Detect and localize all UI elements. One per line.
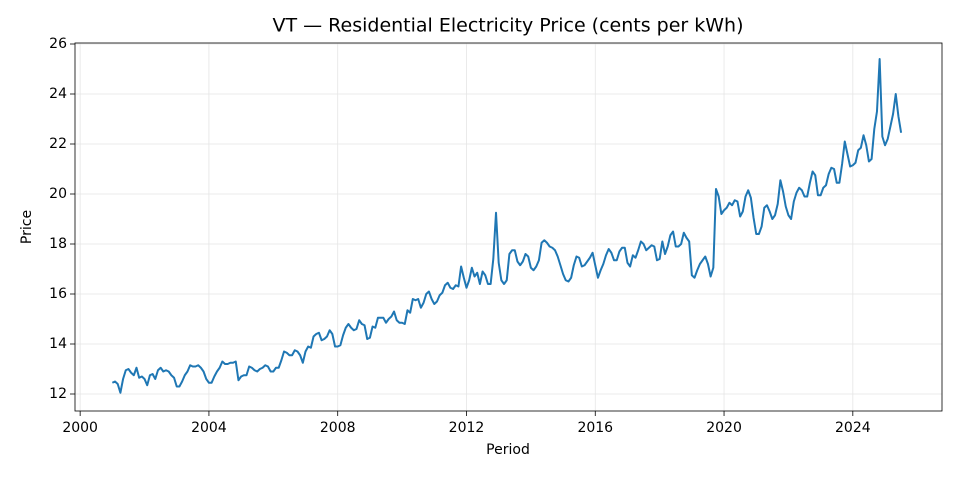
chart-title: VT — Residential Electricity Price (cent… bbox=[272, 15, 743, 37]
y-tick-label: 26 bbox=[49, 36, 67, 52]
x-tick-label: 2004 bbox=[191, 420, 227, 436]
y-tick-label: 22 bbox=[49, 136, 67, 152]
x-tick-label: 2000 bbox=[62, 420, 98, 436]
y-tick-label: 16 bbox=[49, 286, 67, 302]
series-line bbox=[111, 58, 903, 394]
x-tick-label: 2008 bbox=[320, 420, 356, 436]
x-tick-label: 2012 bbox=[449, 420, 485, 436]
x-tick-label: 2020 bbox=[706, 420, 742, 436]
x-tick-label: 2024 bbox=[835, 420, 871, 436]
y-axis-label: Price bbox=[19, 210, 35, 244]
y-tick-label: 24 bbox=[49, 86, 67, 102]
plot-frame bbox=[74, 42, 943, 412]
y-tick-label: 18 bbox=[49, 236, 67, 252]
y-tick-label: 14 bbox=[49, 336, 67, 352]
y-tick-label: 20 bbox=[49, 186, 67, 202]
y-tick-label: 12 bbox=[49, 386, 67, 402]
x-tick-label: 2016 bbox=[577, 420, 613, 436]
x-axis-label: Period bbox=[486, 442, 530, 458]
